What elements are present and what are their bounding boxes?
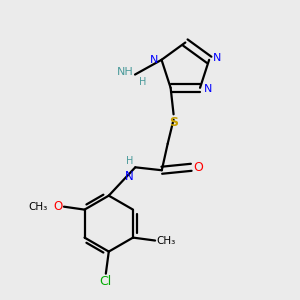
Text: CH₃: CH₃: [157, 236, 176, 245]
Text: NH: NH: [117, 67, 134, 76]
Text: N: N: [125, 170, 134, 183]
Text: N: N: [204, 84, 212, 94]
Text: H: H: [126, 156, 134, 167]
Text: N: N: [213, 53, 221, 63]
Text: S: S: [169, 116, 178, 129]
Text: O: O: [53, 200, 63, 213]
Text: H: H: [139, 77, 146, 87]
Text: CH₃: CH₃: [28, 202, 48, 212]
Text: N: N: [150, 55, 158, 65]
Text: Cl: Cl: [100, 275, 112, 288]
Text: O: O: [194, 161, 203, 174]
